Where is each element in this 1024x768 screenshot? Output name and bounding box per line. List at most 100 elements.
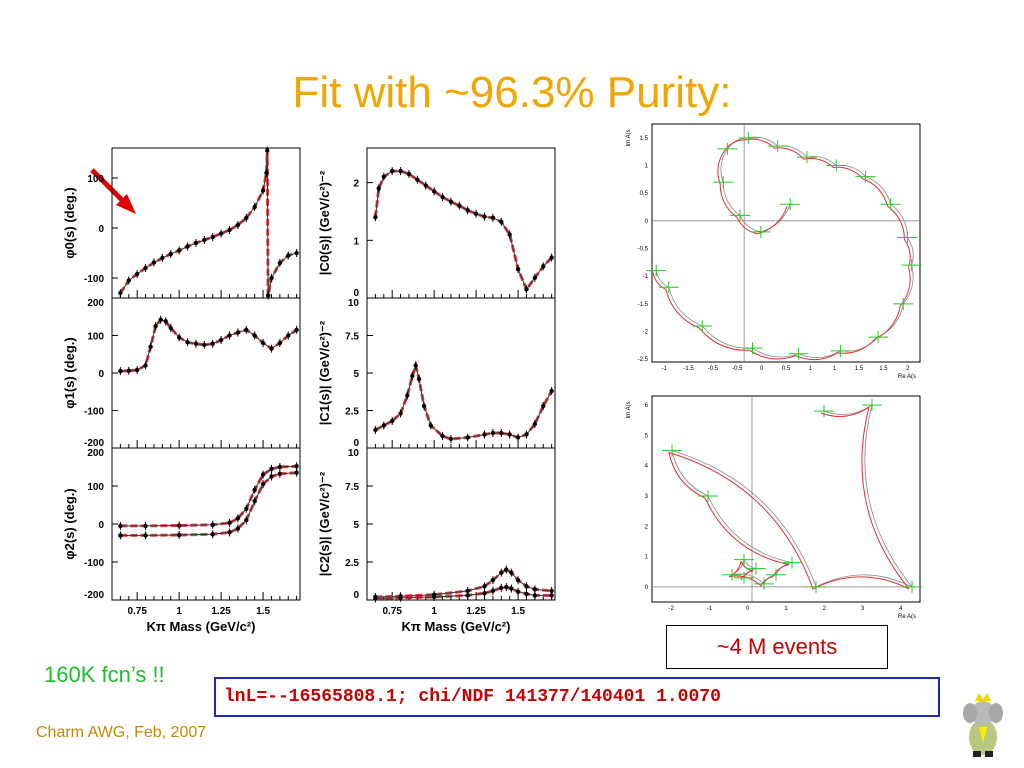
data-point: [252, 499, 257, 504]
data-point: [126, 278, 131, 283]
y-tick-label: 1.5: [640, 136, 649, 142]
data-point: [294, 250, 299, 256]
data-point: [118, 523, 123, 529]
data-point: [549, 593, 554, 598]
y-tick-label: 5: [353, 520, 359, 531]
data-point: [490, 215, 496, 221]
chart-panel-phi2: 200 100 0 -100 -200 0.75 1 1.25 1.5Kπ Mass (GeV/…: [62, 447, 301, 634]
data-point: [448, 436, 454, 442]
x-tick-label: 2: [823, 606, 827, 612]
data-point: [524, 591, 529, 597]
y-tick-label: 0: [353, 590, 359, 601]
data-point: [176, 532, 182, 538]
data-point: [244, 518, 249, 523]
y-tick-label: -1: [643, 274, 649, 280]
y-axis-label: Im A(s: [626, 401, 632, 418]
y-tick-label: 5: [645, 433, 649, 439]
data-point: [532, 587, 538, 592]
y-tick-label: 4: [645, 464, 649, 470]
data-point: [465, 435, 470, 440]
data-point: [244, 506, 249, 511]
x-tick-label: 1: [431, 606, 437, 617]
data-point: [482, 432, 487, 437]
data-point: [160, 255, 165, 261]
data-point: [515, 578, 521, 583]
data-point: [227, 530, 232, 535]
x-tick-label: -0.5: [708, 366, 719, 372]
data-point: [269, 466, 274, 472]
y-tick-label: 2.5: [345, 407, 359, 418]
y-tick-label: 3: [645, 494, 649, 500]
x-tick-label: -0.5: [732, 366, 743, 372]
data-point: [490, 578, 496, 583]
fit-curve: [652, 138, 911, 361]
y-tick-label: 7.5: [345, 482, 359, 493]
y-tick-label: 0: [98, 520, 104, 531]
data-point: [294, 464, 299, 469]
data-point: [210, 234, 215, 240]
data-point: [143, 533, 148, 538]
data-point: [168, 325, 173, 331]
y-tick-label: 0: [645, 585, 649, 591]
data-point: [163, 319, 168, 324]
data-point: [252, 333, 257, 338]
data-point: [260, 481, 266, 487]
data-point: [381, 423, 386, 428]
slide-title: Fit with ~96.3% Purity:: [292, 68, 732, 117]
data-point: [235, 516, 241, 521]
x-tick-label: 1: [784, 606, 788, 612]
x-tick-label: 0.5: [782, 366, 791, 372]
data-point: [421, 403, 427, 409]
data-point: [398, 595, 403, 600]
x-tick-label: 1.25: [466, 606, 486, 617]
data-point: [440, 433, 445, 439]
data-point: [185, 340, 190, 345]
x-tick-label: 1: [809, 366, 813, 372]
data-point: [410, 373, 415, 379]
data-point: [269, 346, 274, 351]
x-axis-label: Re A(s: [898, 614, 916, 620]
data-point: [431, 594, 437, 600]
data-point: [515, 435, 521, 440]
data-point: [218, 337, 224, 343]
data-point: [405, 393, 410, 398]
data-point: [389, 418, 395, 424]
chart-panel-phi0: 100 0 -100 φ0(s) (deg.): [62, 146, 301, 300]
y-axis-label: φ0(s) (deg.): [62, 187, 77, 258]
x-tick-label: -1.5: [683, 366, 694, 372]
y-tick-label: -1.5: [638, 302, 649, 308]
x-tick-label: -2: [668, 606, 674, 612]
data-point: [168, 251, 173, 257]
data-point: [549, 388, 554, 394]
data-line-0: [119, 150, 297, 296]
footer-text: Charm AWG, Feb, 2007: [36, 724, 207, 741]
y-tick-label: 10: [348, 298, 360, 309]
data-point: [499, 570, 504, 575]
data-point: [227, 227, 232, 233]
data-point: [158, 317, 163, 322]
data-point: [509, 586, 514, 591]
data-point: [118, 290, 123, 296]
y-tick-label: 0: [353, 438, 359, 449]
x-tick-label: 1.5: [256, 606, 270, 617]
y-tick-label: 1: [353, 236, 359, 247]
fit-result-box: lnL=--16565808.1; chi/NDF 141377/140401 …: [214, 677, 940, 717]
y-axis-label: φ2(s) (deg.): [62, 488, 77, 559]
y-tick-label: 0: [98, 369, 104, 380]
data-point: [210, 341, 215, 346]
x-tick-label: 3: [861, 606, 865, 612]
y-tick-label: 0: [353, 288, 359, 299]
data-point: [416, 376, 422, 382]
y-tick-label: -100: [84, 407, 104, 418]
data-point: [227, 333, 232, 338]
y-tick-label: 10: [348, 448, 360, 459]
x-tick-label: -1: [707, 606, 713, 612]
x-axis-label: Kπ Mass (GeV/c²): [147, 619, 256, 634]
red-arrow-icon: [90, 168, 136, 214]
data-point: [151, 260, 157, 265]
data-point: [260, 188, 266, 193]
data-point: [210, 522, 215, 527]
data-point: [373, 596, 378, 601]
data-point: [499, 430, 504, 436]
data-point: [294, 470, 299, 475]
